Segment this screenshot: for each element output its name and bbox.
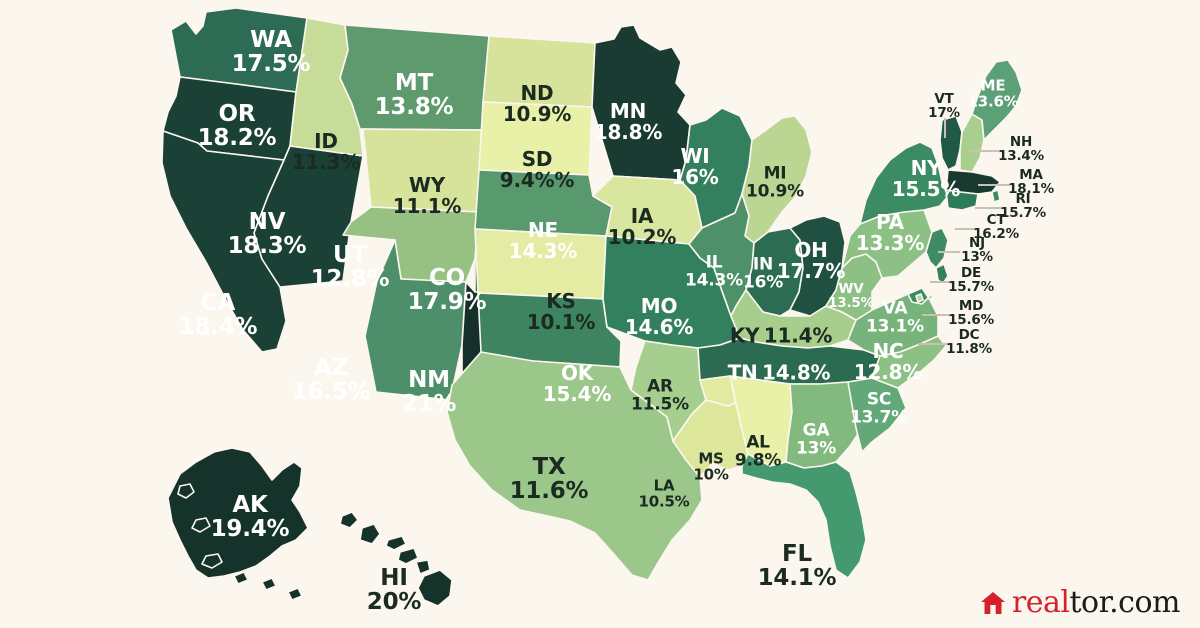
state-ak[interactable] bbox=[167, 447, 309, 579]
state-ak-island-1[interactable] bbox=[177, 483, 195, 499]
state-vt[interactable] bbox=[939, 115, 963, 171]
state-hi-island-6[interactable] bbox=[417, 569, 453, 607]
state-hi-island-1[interactable] bbox=[339, 511, 359, 529]
state-hi-island-5[interactable] bbox=[415, 559, 431, 575]
state-mt[interactable] bbox=[339, 24, 490, 131]
state-ak-island-4[interactable] bbox=[233, 571, 249, 585]
state-hi-island-3[interactable] bbox=[385, 535, 407, 551]
state-ny[interactable] bbox=[859, 141, 949, 225]
state-sd[interactable] bbox=[478, 101, 593, 176]
state-ct[interactable] bbox=[945, 189, 979, 211]
state-fl[interactable] bbox=[741, 453, 867, 579]
state-ne[interactable] bbox=[474, 169, 613, 237]
state-nj[interactable] bbox=[925, 227, 949, 269]
state-nh[interactable] bbox=[959, 113, 985, 173]
state-nd[interactable] bbox=[482, 35, 596, 108]
state-dc[interactable] bbox=[915, 293, 924, 303]
state-ks[interactable] bbox=[474, 228, 607, 300]
state-ak-island-5[interactable] bbox=[261, 577, 277, 591]
state-hi-island-2[interactable] bbox=[359, 523, 381, 545]
state-ak-island-6[interactable] bbox=[287, 587, 303, 601]
state-hi-island-4[interactable] bbox=[397, 547, 419, 565]
state-ut[interactable] bbox=[342, 206, 480, 283]
state-ak-island-3[interactable] bbox=[201, 553, 223, 569]
state-va[interactable] bbox=[847, 287, 939, 357]
state-mn[interactable] bbox=[591, 24, 691, 181]
state-me[interactable] bbox=[971, 59, 1023, 141]
state-wy[interactable] bbox=[362, 128, 484, 213]
state-ca[interactable] bbox=[161, 130, 287, 353]
state-ak-island-2[interactable] bbox=[191, 517, 211, 533]
state-sc[interactable] bbox=[847, 377, 907, 453]
state-ri[interactable] bbox=[991, 189, 1001, 203]
